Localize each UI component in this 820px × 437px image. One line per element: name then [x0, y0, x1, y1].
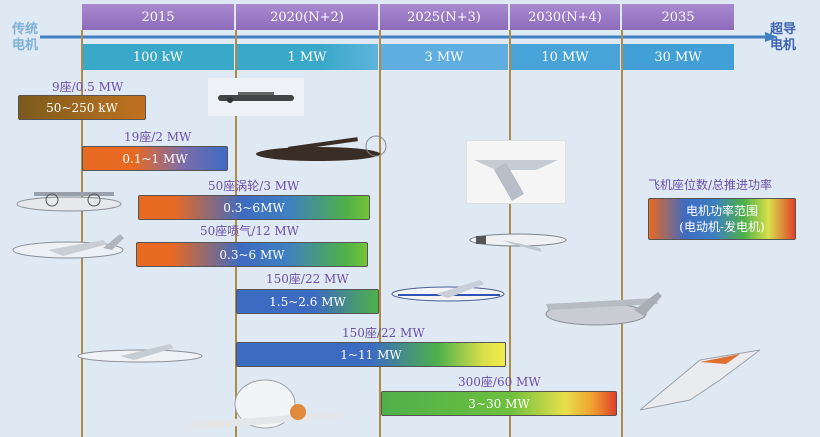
year-2035: 2035 [622, 4, 734, 30]
power-30mw: 30 MW [622, 44, 734, 70]
small-prop-plane-image [208, 78, 304, 116]
superconducting-motor-label: 超导 电机 [770, 22, 797, 53]
widebody-cutaway-image [190, 379, 340, 430]
row-label-50-jet: 50座喷气/12 MW [200, 224, 300, 238]
conventional-motor-label: 传统 电机 [12, 22, 39, 53]
blended-wing-body-image [639, 349, 761, 411]
row-label-50-turbo: 50座涡轮/3 MW [208, 179, 300, 193]
range-bar-19-seat: 0.1~1 MW [82, 146, 228, 171]
range-bar-50-turbo: 0.3~6MW [138, 195, 370, 220]
timeline-arrow [40, 32, 778, 42]
twin-prop-19-seat-image [256, 135, 387, 161]
multi-engine-concept-image [466, 140, 566, 204]
range-bar-150-seat-b: 1~11 MW [236, 342, 506, 367]
year-2030: 2030(N+4) [510, 4, 620, 30]
range-bar-300-seat: 3~30 MW [381, 391, 617, 416]
turboprop-50-seat-image [16, 192, 122, 212]
year-line-2025 [379, 30, 381, 437]
year-2025: 2025(N+3) [380, 4, 508, 30]
power-3mw: 3 MW [380, 44, 508, 70]
narrowbody-airliner-image [77, 344, 203, 363]
power-1mw: 1 MW [236, 44, 378, 70]
row-label-300-seat: 300座/60 MW [458, 375, 541, 389]
regional-jet-image [12, 234, 124, 259]
year-line-2015 [81, 30, 83, 437]
year-2020: 2020(N+2) [236, 4, 378, 30]
row-label-19-seat: 19座/2 MW [124, 130, 192, 144]
year-2015: 2015 [82, 4, 234, 30]
power-10mw: 10 MW [510, 44, 620, 70]
legend-title: 飞机座位数/总推进功率 [648, 178, 773, 192]
range-bar-50-jet: 0.3~6 MW [136, 242, 368, 267]
range-bar-9-seat: 50~250 kW [18, 95, 146, 120]
row-label-150-seat-a: 150座/22 MW [266, 272, 349, 286]
business-jet-image [469, 233, 567, 252]
year-line-2030 [509, 30, 511, 437]
power-100kw: 100 kW [82, 44, 234, 70]
year-line-2020 [235, 30, 237, 437]
narrowbody-150-seat-image [391, 280, 505, 302]
row-label-9-seat: 9座/0.5 MW [52, 80, 124, 94]
row-label-150-seat-b: 150座/22 MW [342, 326, 425, 340]
year-line-2035 [621, 30, 623, 437]
cargo-military-plane-image [545, 292, 662, 326]
range-bar-150-seat-a: 1.5~2.6 MW [236, 289, 379, 314]
legend-range-box: 电机功率范围 (电动机-发电机) [648, 198, 796, 240]
